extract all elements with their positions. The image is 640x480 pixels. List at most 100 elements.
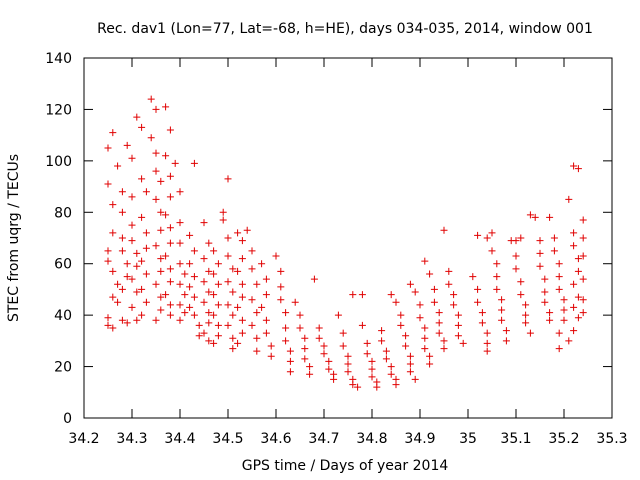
data-point — [450, 291, 458, 299]
data-point — [238, 316, 246, 324]
data-point — [555, 273, 563, 281]
data-point — [138, 213, 146, 221]
data-point — [483, 329, 491, 337]
data-point — [181, 309, 189, 317]
data-point — [262, 275, 270, 283]
data-point — [176, 239, 184, 247]
data-point — [118, 234, 126, 242]
data-point — [421, 257, 429, 265]
data-point — [162, 291, 170, 299]
data-point — [522, 319, 530, 327]
data-point — [162, 252, 170, 260]
data-point — [248, 296, 256, 304]
data-point — [378, 337, 386, 345]
data-point — [262, 291, 270, 299]
data-point — [109, 267, 117, 275]
data-point — [152, 316, 160, 324]
data-point — [234, 229, 242, 237]
data-point — [162, 152, 170, 160]
data-point — [157, 226, 165, 234]
x-tick-label: 34.6 — [260, 431, 291, 447]
data-point — [387, 363, 395, 371]
data-point — [162, 211, 170, 219]
x-axis: 34.2 34.3 34.4 34.5 34.6 34.7 34.8 34.9 35 35.1 35… — [68, 58, 628, 447]
data-point — [430, 285, 438, 293]
data-point — [190, 273, 198, 281]
y-tick-label: 80 — [54, 205, 72, 221]
data-point — [536, 262, 544, 270]
data-point — [546, 316, 554, 324]
data-point — [205, 288, 213, 296]
data-point — [411, 288, 419, 296]
data-point — [210, 311, 218, 319]
data-point — [570, 327, 578, 335]
data-point — [349, 291, 357, 299]
data-point — [267, 342, 275, 350]
data-point — [176, 188, 184, 196]
data-point — [320, 350, 328, 358]
data-point — [478, 309, 486, 317]
data-point — [368, 357, 376, 365]
data-point — [123, 141, 131, 149]
data-point — [550, 247, 558, 255]
data-point — [214, 301, 222, 309]
data-point — [219, 208, 227, 216]
data-point — [541, 288, 549, 296]
data-point — [152, 167, 160, 175]
data-point — [296, 311, 304, 319]
data-point — [152, 280, 160, 288]
data-point — [512, 265, 520, 273]
data-point — [152, 105, 160, 113]
data-point — [157, 293, 165, 301]
data-point — [339, 342, 347, 350]
data-point — [426, 270, 434, 278]
data-point — [238, 293, 246, 301]
data-point — [238, 255, 246, 263]
data-point — [219, 216, 227, 224]
data-point — [526, 329, 534, 337]
data-point — [142, 188, 150, 196]
data-point — [210, 247, 218, 255]
data-point — [104, 314, 112, 322]
data-point — [397, 311, 405, 319]
y-tick-label: 60 — [54, 257, 72, 273]
data-point — [555, 285, 563, 293]
data-point — [512, 237, 520, 245]
data-point — [214, 332, 222, 340]
x-tick-label: 35 — [459, 431, 477, 447]
data-point — [382, 347, 390, 355]
data-point — [253, 334, 261, 342]
data-point — [128, 193, 136, 201]
data-point — [426, 352, 434, 360]
data-point — [152, 242, 160, 250]
data-point — [234, 267, 242, 275]
data-point — [186, 231, 194, 239]
data-point — [416, 314, 424, 322]
data-point — [128, 303, 136, 311]
data-point — [469, 273, 477, 281]
data-point — [574, 314, 582, 322]
data-point — [248, 321, 256, 329]
data-point — [426, 360, 434, 368]
data-point — [406, 352, 414, 360]
data-point — [109, 293, 117, 301]
data-point — [435, 329, 443, 337]
data-point — [114, 280, 122, 288]
data-point — [253, 309, 261, 317]
data-point — [138, 175, 146, 183]
data-point — [512, 252, 520, 260]
data-point — [118, 188, 126, 196]
data-point — [248, 247, 256, 255]
data-point — [310, 275, 318, 283]
data-point — [522, 311, 530, 319]
data-point — [421, 345, 429, 353]
x-tick-label: 35.1 — [500, 431, 531, 447]
plot-area — [83, 57, 613, 419]
data-point — [123, 319, 131, 327]
data-point — [138, 257, 146, 265]
data-point — [517, 291, 525, 299]
data-point — [176, 280, 184, 288]
y-tick-label: 120 — [45, 102, 72, 118]
data-point — [574, 165, 582, 173]
data-point — [282, 337, 290, 345]
